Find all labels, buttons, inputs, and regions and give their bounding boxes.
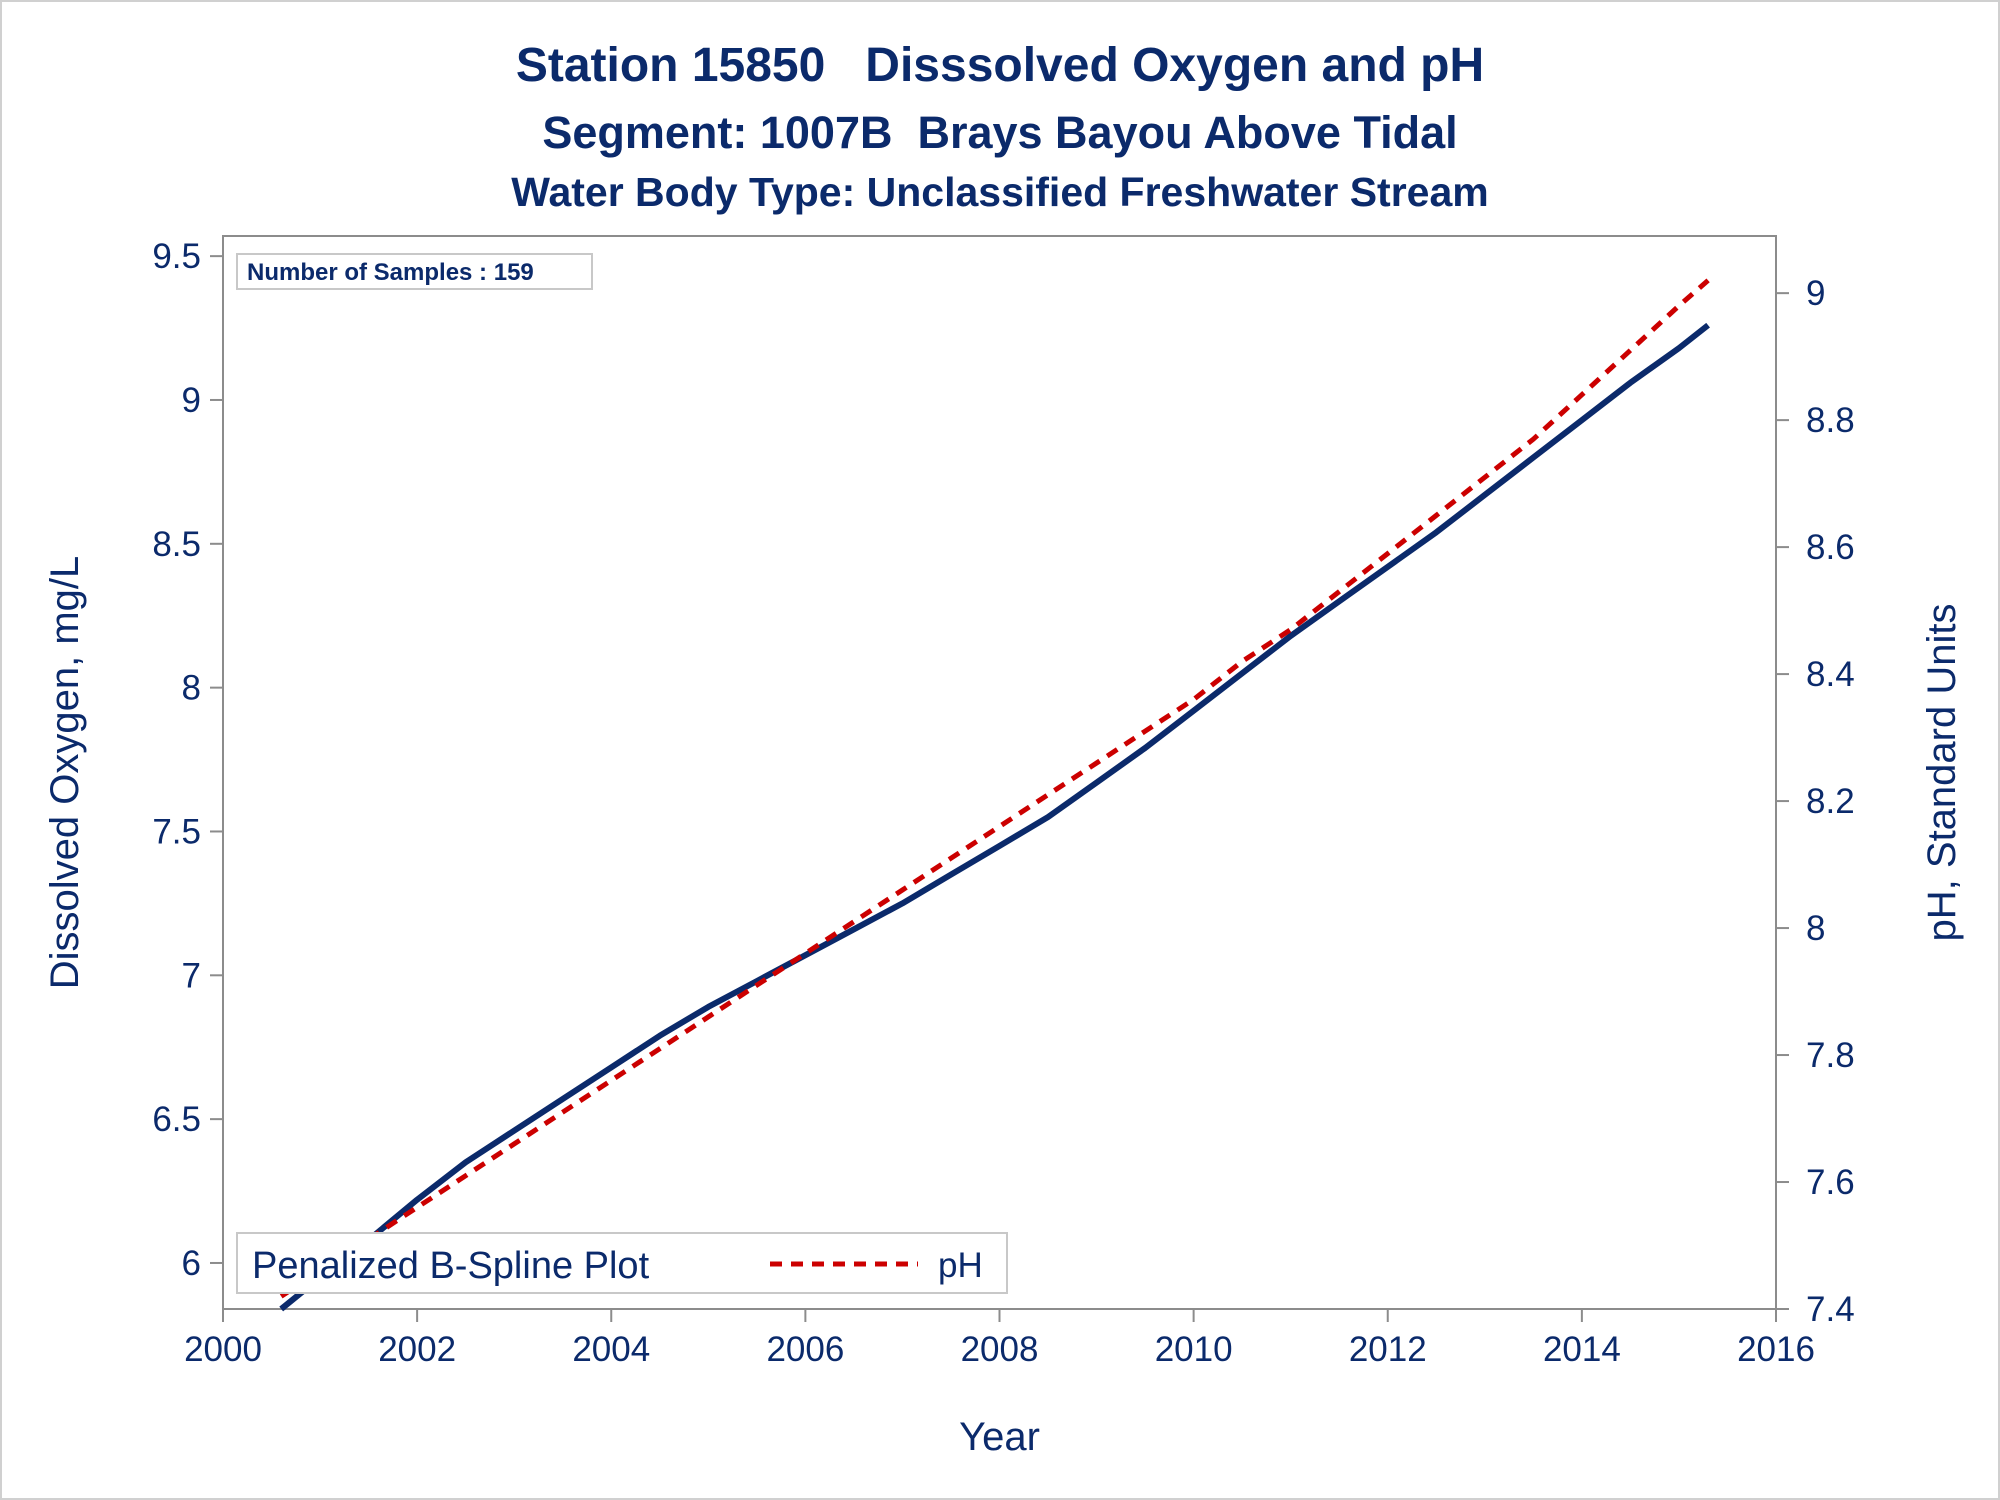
y-tick-label: 7 xyxy=(182,956,201,995)
y2-tick-label: 8.8 xyxy=(1806,401,1855,440)
dissolved-oxygen-series-line xyxy=(279,322,1710,1312)
y2-tick-label: 7.8 xyxy=(1806,1036,1855,1075)
y-tick-label: 6.5 xyxy=(152,1100,201,1139)
x-tick-label: 2006 xyxy=(766,1330,844,1369)
y-tick-label: 7.5 xyxy=(152,812,201,851)
sample-count-box xyxy=(236,253,593,290)
y-tick-label: 6 xyxy=(182,1244,201,1283)
y2-tick-label: 9 xyxy=(1806,274,1825,313)
x-tick-label: 2010 xyxy=(1155,1330,1233,1369)
y2-tick-label: 8.6 xyxy=(1806,528,1855,567)
y2-tick-label: 7.4 xyxy=(1806,1290,1855,1329)
x-tick-label: 2004 xyxy=(572,1330,650,1369)
x-tick-label: 2000 xyxy=(184,1330,262,1369)
x-axis-label: Year xyxy=(959,1415,1040,1459)
y-tick-label: 8.5 xyxy=(152,525,201,564)
y-tick-label: 9 xyxy=(182,381,201,420)
plot-area-border xyxy=(222,235,1777,1310)
y-tick-label: 9.5 xyxy=(152,237,201,276)
sample-count-label: Number of Samples : 159 xyxy=(247,259,534,286)
y2-tick-label: 8.2 xyxy=(1806,782,1855,821)
x-tick-label: 2012 xyxy=(1349,1330,1427,1369)
y2-tick-label: 7.6 xyxy=(1806,1163,1855,1202)
y2-axis-label: pH, Standard Units xyxy=(1920,604,1964,942)
legend-title: Penalized B-Spline Plot xyxy=(252,1245,650,1287)
x-tick-label: 2008 xyxy=(961,1330,1039,1369)
x-tick-label: 2014 xyxy=(1543,1330,1621,1369)
ph-series-line xyxy=(279,278,1710,1299)
legend-ph-label: pH xyxy=(938,1246,983,1285)
chart-title: Station 15850 Disssolved Oxygen and pH xyxy=(515,39,1485,92)
y-axis-label: Dissolved Oxygen, mg/L xyxy=(43,556,87,990)
x-tick-label: 2002 xyxy=(378,1330,456,1369)
chart-subtitle-water-body: Water Body Type: Unclassified Freshwater… xyxy=(511,169,1489,215)
x-tick-label: 2016 xyxy=(1737,1330,1815,1369)
chart-subtitle-segment: Segment: 1007B Brays Bayou Above Tidal xyxy=(542,107,1458,158)
y-tick-label: 8 xyxy=(182,669,201,708)
y2-tick-label: 8 xyxy=(1806,909,1825,948)
y2-tick-label: 8.4 xyxy=(1806,655,1855,694)
